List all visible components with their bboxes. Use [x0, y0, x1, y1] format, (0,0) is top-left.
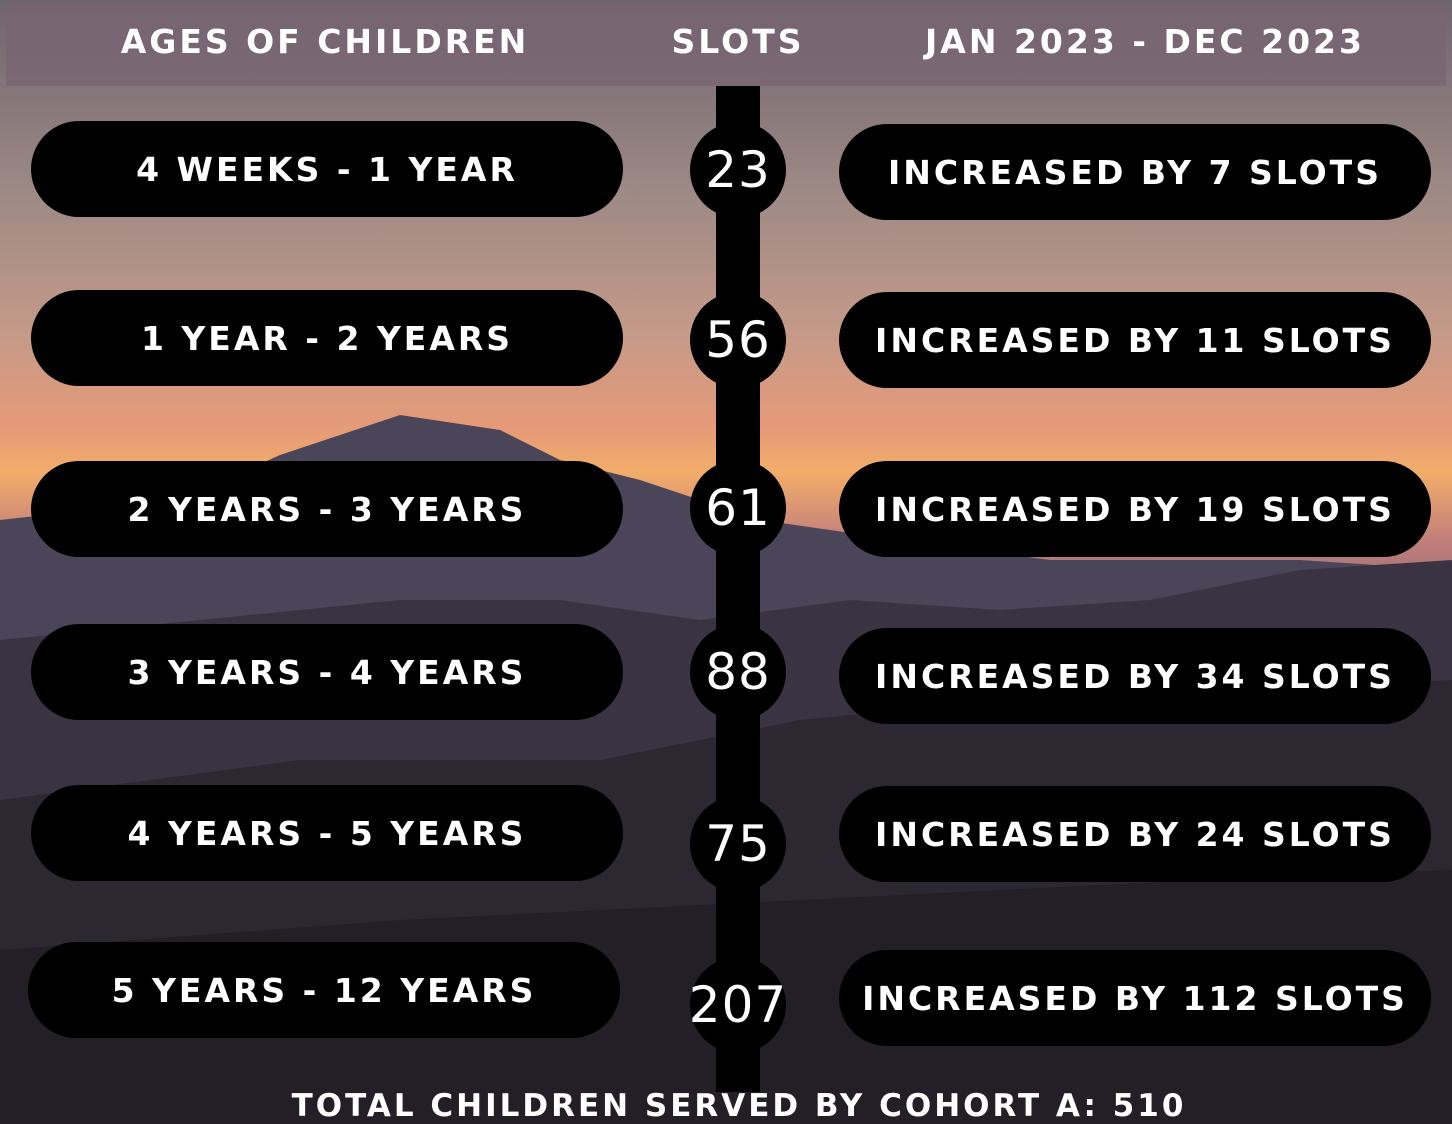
- slot-change: INCREASED BY 19 SLOTS: [839, 461, 1431, 557]
- page: AGES OF CHILDREN SLOTS JAN 2023 - DEC 20…: [0, 0, 1452, 1124]
- slot-count: 23: [690, 122, 786, 218]
- slot-count: 88: [690, 624, 786, 720]
- slot-count: 207: [690, 957, 786, 1053]
- slot-change: INCREASED BY 34 SLOTS: [839, 628, 1431, 724]
- age-range: 4 WEEKS - 1 YEAR: [31, 121, 623, 217]
- age-range: 3 YEARS - 4 YEARS: [31, 624, 623, 720]
- slot-count: 75: [690, 796, 786, 892]
- age-range: 1 YEAR - 2 YEARS: [31, 290, 623, 386]
- age-range: 4 YEARS - 5 YEARS: [31, 785, 623, 881]
- age-range: 2 YEARS - 3 YEARS: [31, 461, 623, 557]
- column-header: AGES OF CHILDREN: [90, 22, 560, 61]
- slot-change: INCREASED BY 11 SLOTS: [839, 292, 1431, 388]
- footer-total: TOTAL CHILDREN SERVED BY COHORT A: 510: [0, 1088, 1452, 1124]
- slot-change: INCREASED BY 24 SLOTS: [839, 786, 1431, 882]
- slot-change: INCREASED BY 7 SLOTS: [839, 124, 1431, 220]
- age-range: 5 YEARS - 12 YEARS: [28, 942, 620, 1038]
- slot-change: INCREASED BY 112 SLOTS: [839, 950, 1431, 1046]
- column-header: JAN 2023 - DEC 2023: [900, 22, 1390, 61]
- column-header: SLOTS: [640, 22, 836, 61]
- slot-count: 56: [690, 292, 786, 388]
- timeline-bar: [716, 86, 760, 1092]
- slot-count: 61: [690, 460, 786, 556]
